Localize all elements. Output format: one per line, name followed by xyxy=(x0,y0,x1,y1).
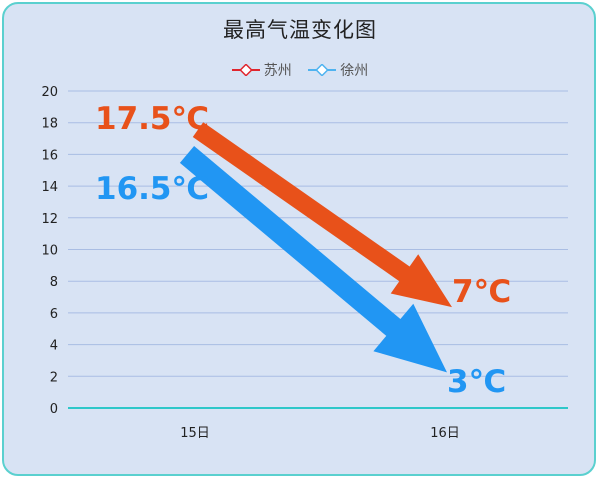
legend-label-xuzhou: 徐州 xyxy=(340,63,369,79)
series-arrow-suzhou xyxy=(192,122,453,308)
x-tick-label: 16日 xyxy=(430,426,460,441)
y-tick-label: 6 xyxy=(50,307,58,322)
chart-legend: 苏州 徐州 xyxy=(0,60,600,80)
callout-xuzhou-15: 16.5℃ xyxy=(95,171,209,207)
data-callouts: 17.5℃ 7℃ 16.5℃ 3℃ xyxy=(95,101,511,400)
legend-item-suzhou[interactable]: 苏州 xyxy=(231,60,292,80)
y-tick-label: 10 xyxy=(41,244,58,259)
y-tick-label: 14 xyxy=(41,180,58,195)
legend-swatch-xuzhou xyxy=(308,64,337,76)
series-arrow-xuzhou xyxy=(179,146,447,373)
legend-label-suzhou: 苏州 xyxy=(263,63,292,79)
y-tick-label: 20 xyxy=(41,85,58,100)
callout-suzhou-16: 7℃ xyxy=(452,274,511,310)
y-tick-label: 8 xyxy=(50,275,58,290)
callout-xuzhou-16: 3℃ xyxy=(447,364,506,400)
legend-item-xuzhou[interactable]: 徐州 xyxy=(308,60,368,80)
y-tick-label: 16 xyxy=(41,148,58,163)
y-tick-label: 12 xyxy=(41,212,58,227)
y-tick-label: 2 xyxy=(50,370,58,385)
x-axis-ticks: 15日 16日 xyxy=(180,426,460,441)
y-tick-label: 18 xyxy=(41,117,58,132)
y-tick-label: 0 xyxy=(50,402,58,417)
series-arrows xyxy=(179,122,453,373)
legend-swatch-suzhou xyxy=(231,64,260,76)
chart-title: 最高气温变化图 xyxy=(223,18,377,42)
gridlines xyxy=(68,90,568,409)
y-tick-label: 4 xyxy=(50,339,58,354)
callout-suzhou-15: 17.5℃ xyxy=(95,101,209,137)
x-tick-label: 15日 xyxy=(180,426,210,441)
y-axis-ticks: 0 2 4 6 8 10 12 14 16 18 20 xyxy=(41,85,58,417)
